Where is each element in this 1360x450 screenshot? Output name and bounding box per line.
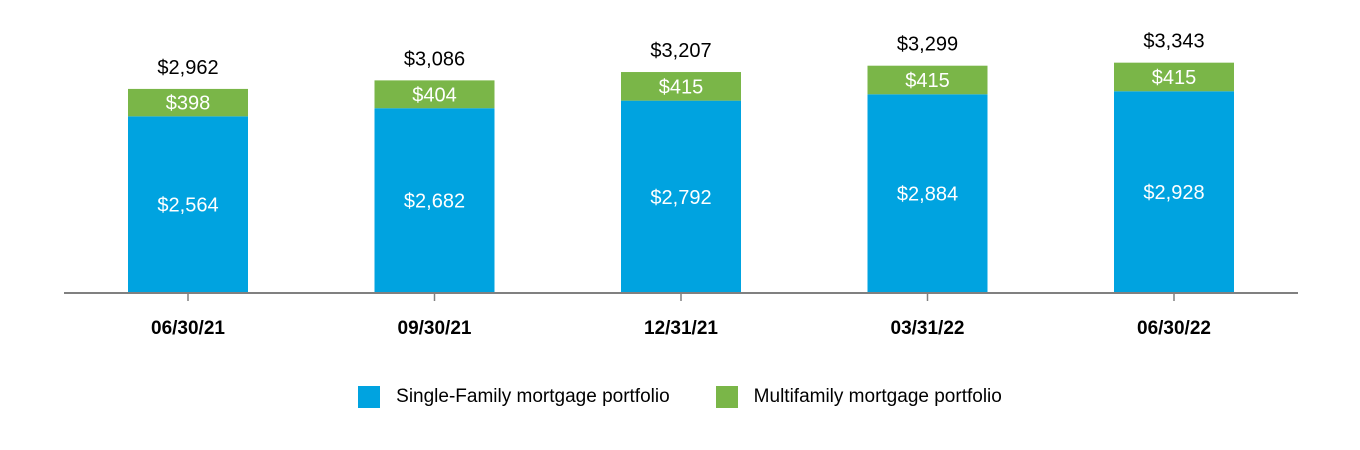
total-label-4: $3,343 xyxy=(1143,31,1204,53)
legend: Single-Family mortgage portfolio Multifa… xyxy=(0,383,1360,411)
legend-label-single-family: Single-Family mortgage portfolio xyxy=(396,386,670,407)
total-label-1: $3,086 xyxy=(404,48,465,70)
legend-label-multifamily: Multifamily mortgage portfolio xyxy=(753,386,1002,407)
label-single-family-1: $2,682 xyxy=(404,191,465,213)
bar-single-family-3 xyxy=(867,94,988,294)
bar-single-family-4 xyxy=(1114,91,1234,293)
bars-group xyxy=(128,62,1234,294)
bar-multifamily-4 xyxy=(1114,62,1234,92)
legend-swatch-multifamily xyxy=(715,386,738,408)
legend-item-multifamily: Multifamily mortgage portfolio xyxy=(715,386,1002,408)
label-multifamily-1: $404 xyxy=(412,84,457,106)
labels-group: $2,564 $398 $2,962 $2,682 $404 $3,086 $2,792 $4… xyxy=(157,31,1204,217)
total-label-3: $3,299 xyxy=(897,34,958,56)
bar-multifamily-0 xyxy=(128,88,248,117)
total-label-0: $2,962 xyxy=(157,57,218,79)
bar-multifamily-1 xyxy=(374,80,495,109)
bar-multifamily-2 xyxy=(621,72,741,101)
x-tick-label-1: 09/30/21 xyxy=(398,318,472,339)
x-tick-label-0: 06/30/21 xyxy=(151,318,225,339)
x-tick-label-2: 12/31/21 xyxy=(644,318,718,339)
x-axis: 06/30/21 09/30/21 12/31/21 03/31/22 06/30/22 xyxy=(64,292,1298,339)
x-tick-label-3: 03/31/22 xyxy=(891,318,965,339)
label-single-family-4: $2,928 xyxy=(1143,182,1204,204)
label-multifamily-3: $415 xyxy=(905,70,950,92)
label-multifamily-0: $398 xyxy=(166,93,211,115)
bar-single-family-1 xyxy=(374,108,495,293)
bar-single-family-0 xyxy=(128,116,248,294)
label-multifamily-4: $415 xyxy=(1152,67,1197,89)
total-label-2: $3,207 xyxy=(650,40,711,62)
legend-swatch-single-family xyxy=(358,386,381,408)
bar-multifamily-3 xyxy=(867,65,988,95)
label-single-family-2: $2,792 xyxy=(650,187,711,209)
x-tick-label-4: 06/30/22 xyxy=(1137,318,1211,339)
label-multifamily-2: $415 xyxy=(659,76,704,98)
legend-item-single-family: Single-Family mortgage portfolio xyxy=(358,386,670,408)
label-single-family-3: $2,884 xyxy=(897,184,958,206)
bar-single-family-2 xyxy=(621,100,741,294)
label-single-family-0: $2,564 xyxy=(157,195,218,217)
